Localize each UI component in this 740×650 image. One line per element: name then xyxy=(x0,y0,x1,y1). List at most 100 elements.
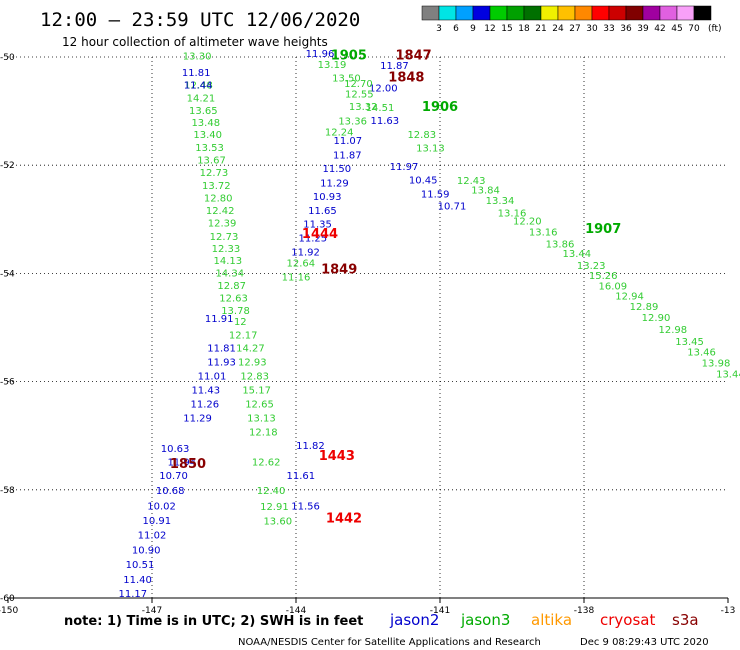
data-point-label: 11.44 xyxy=(184,80,213,91)
colorbar-swatch xyxy=(540,5,559,21)
chart-subtitle: 12 hour collection of altimeter wave hei… xyxy=(62,35,328,49)
colorbar-swatch xyxy=(472,5,491,21)
colorbar-swatch xyxy=(421,5,440,21)
footer-note: note: 1) Time is in UTC; 2) SWH is in fe… xyxy=(64,614,363,629)
data-point-label: 10.90 xyxy=(132,546,161,557)
colorbar-swatch xyxy=(489,5,508,21)
data-point-label: 11.43 xyxy=(191,386,220,397)
data-point-label: 11.93 xyxy=(207,357,236,368)
data-point-label: 12.63 xyxy=(219,294,248,305)
data-point-label: 11.01 xyxy=(198,371,227,382)
colorbar-tick-label: 42 xyxy=(654,24,665,34)
data-point-label: 10.51 xyxy=(126,560,155,571)
data-point-label: 12.64 xyxy=(286,258,315,269)
data-point-label: 10.70 xyxy=(159,471,188,482)
data-point-label: 13.13 xyxy=(416,144,445,155)
data-point-label: 12.18 xyxy=(249,428,278,439)
x-tick-label: -138 xyxy=(574,606,595,616)
data-point-label: 11.92 xyxy=(291,248,320,259)
x-tick-label: -147 xyxy=(142,606,162,616)
x-tick-label: -144 xyxy=(286,606,307,616)
colorbar-tick-label: 15 xyxy=(501,24,512,34)
colorbar-swatch xyxy=(591,5,610,21)
data-point-label: 15.17 xyxy=(242,386,271,397)
data-point-label: 11.87 xyxy=(333,151,362,162)
data-point-label: 12.62 xyxy=(252,457,281,468)
data-point-label: 12.17 xyxy=(229,330,258,341)
data-point-label: 13.34 xyxy=(486,196,515,207)
data-point-label: 12.73 xyxy=(200,168,229,179)
time-label: 1906 xyxy=(422,100,458,115)
data-point-label: 12.24 xyxy=(325,127,354,138)
data-point-label: 12.33 xyxy=(212,244,241,255)
data-point-label: 11.07 xyxy=(334,136,363,147)
plot-area: -150 -147 -144 -141 -138 -13 -50 -52 -54 -56 -58 -6… xyxy=(0,49,740,616)
footer-credit: NOAA/NESDIS Center for Satellite Applica… xyxy=(238,637,541,648)
data-point-label: 14.27 xyxy=(236,343,265,354)
colorbar-tick-label: 30 xyxy=(586,24,598,34)
data-point-label: 11.81 xyxy=(207,343,236,354)
colorbar-unit: (ft) xyxy=(708,24,722,34)
satellite-legend-entry: s3a xyxy=(672,611,699,629)
colorbar-tick-label: 45 xyxy=(671,24,682,34)
data-point-label: 11.02 xyxy=(138,530,167,541)
data-point-label: 11.97 xyxy=(390,162,419,173)
data-point-label: 10.45 xyxy=(409,176,438,187)
colorbar-swatch xyxy=(455,5,474,21)
data-point-label: 12.48 xyxy=(184,80,213,91)
colorbar-swatch xyxy=(523,5,542,21)
colorbar-swatch xyxy=(693,5,712,21)
data-point-label: 13.23 xyxy=(577,261,606,272)
colorbar-tick-label: 18 xyxy=(518,24,530,34)
data-point-label: 11.96 xyxy=(306,49,335,60)
data-point-label: 16.09 xyxy=(598,282,627,293)
data-point-label: 11.26 xyxy=(190,400,219,411)
series-group: 11.8111.4411.9111.8111.9311.0111.4311.26… xyxy=(118,68,235,600)
data-point-label: 14.13 xyxy=(214,256,243,267)
data-point-label: 11.17 xyxy=(118,589,147,600)
data-point-label: 13.98 xyxy=(702,358,731,369)
y-tick-label: -60 xyxy=(0,594,15,604)
data-point-label: 13.13 xyxy=(247,414,276,425)
data-point-label: 13.19 xyxy=(318,60,347,71)
colorbar-swatch xyxy=(659,5,678,21)
data-point-label: 12.89 xyxy=(630,302,659,313)
satellite-legend-entry: jason2 xyxy=(389,611,439,629)
data-point-label: 10.71 xyxy=(438,202,467,213)
x-tick-label: -13 xyxy=(721,606,736,616)
data-point-label: 12.87 xyxy=(217,281,246,292)
data-point-label: 10.68 xyxy=(156,486,185,497)
data-point-label: 11.16 xyxy=(282,272,311,283)
data-point-label: 11.56 xyxy=(291,501,320,512)
data-point-label: 13.36 xyxy=(338,117,367,128)
data-point-label: 12.00 xyxy=(369,84,398,95)
data-point-label: 11.87 xyxy=(380,61,409,72)
data-point-label: 12.83 xyxy=(407,130,436,141)
data-point-label: 11.59 xyxy=(421,190,450,201)
colorbar-tick-label: 12 xyxy=(484,24,495,34)
colorbar-legend: 3 6 9 12 15 18 21 24 27 30 33 36 39 42 45 70 (ft) xyxy=(421,5,722,34)
footer-timestamp: Dec 9 08:29:43 UTC 2020 xyxy=(580,637,709,648)
y-tick-label: -56 xyxy=(0,378,15,388)
data-point-label: 12.40 xyxy=(257,486,286,497)
data-point-label: 13.30 xyxy=(183,52,212,63)
time-label: 1444 xyxy=(302,227,338,242)
colorbar-tick-label: 3 xyxy=(436,24,442,34)
data-point-label: 12.65 xyxy=(245,400,274,411)
data-point-label: 11.50 xyxy=(322,164,351,175)
data-point-label: 14.34 xyxy=(215,269,244,280)
data-point-label: 13.44 xyxy=(716,369,740,380)
data-point-label: 11.25 xyxy=(298,233,327,244)
y-tick-label: -52 xyxy=(0,161,15,171)
colorbar-tick-label: 39 xyxy=(637,24,649,34)
data-point-label: 13.44 xyxy=(562,249,591,260)
data-point-label: 11.94 xyxy=(167,457,196,468)
data-point-label: 13.84 xyxy=(471,185,500,196)
data-point-label: 13.72 xyxy=(202,181,231,192)
data-point-label: 11.29 xyxy=(320,178,349,189)
data-point-label: 13.53 xyxy=(195,143,224,154)
data-point-label: 15.26 xyxy=(589,271,618,282)
